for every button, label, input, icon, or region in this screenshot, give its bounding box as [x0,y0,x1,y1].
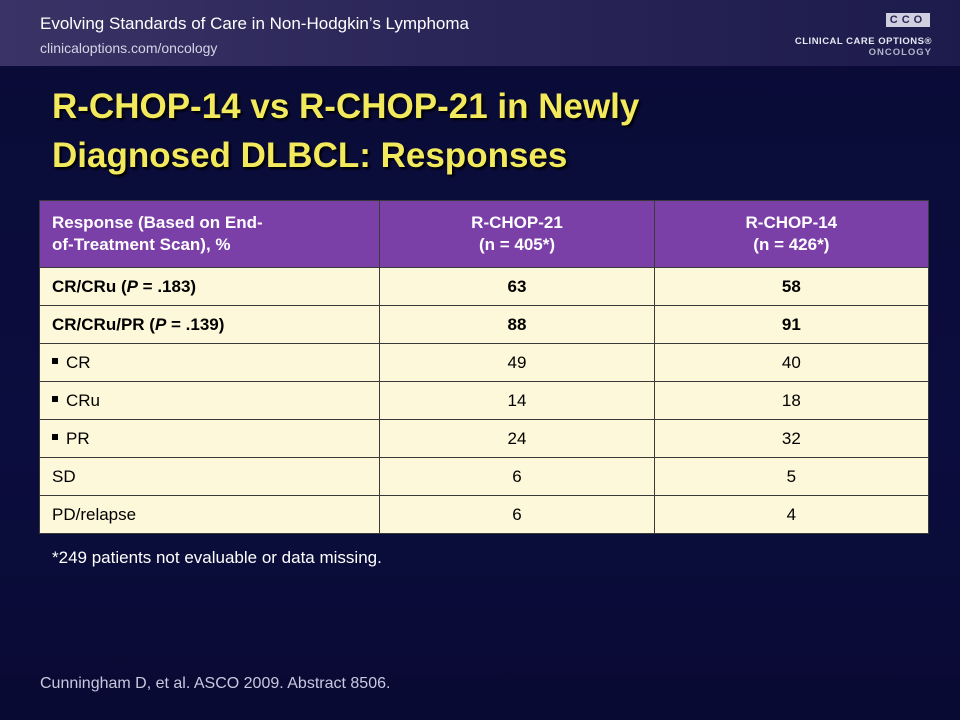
header-cell-response-line1: Response (Based on End- [52,213,263,232]
cell-rchop14: 40 [653,343,930,382]
table-row: CRu 14 18 [38,381,930,420]
row-label-text: CRu [66,390,101,410]
row-label: CR/CRu (P = .183) [38,267,381,306]
row-label-p: P [126,276,138,296]
header-url: clinicaloptions.com/oncology [40,40,218,56]
table-header-row: Response (Based on End- of-Treatment Sca… [38,200,930,268]
citation: Cunningham D, et al. ASCO 2009. Abstract… [40,675,391,692]
footnote: *249 patients not evaluable or data miss… [52,548,382,567]
cell-rchop21: 6 [379,495,655,534]
header-cell-response-line2: of-Treatment Scan), % [52,235,231,254]
row-label: CRu [38,381,381,420]
header-cell-rchop14-line2: (n = 426*) [753,235,830,254]
header-cell-rchop14-line1: R-CHOP-14 [745,213,838,232]
row-label-p: P [154,314,167,334]
header-cell-response: Response (Based on End- of-Treatment Sca… [38,200,381,268]
cell-rchop21: 14 [379,381,655,420]
logo-line2: ONCOLOGY [868,47,932,58]
cell-rchop21: 63 [379,267,655,306]
slide-title: R-CHOP-14 vs R-CHOP-21 in Newly Diagnose… [52,82,912,180]
row-label-pre: CR/CRu ( [52,276,127,296]
row-label-text: CR [66,352,91,372]
slide-title-line1: R-CHOP-14 vs R-CHOP-21 in Newly [52,87,640,126]
table-row: SD 6 5 [38,457,930,496]
cell-rchop14: 5 [653,457,930,496]
square-bullet-icon [52,396,58,403]
cell-rchop14: 4 [653,495,930,534]
row-label: CR [38,343,381,382]
cell-rchop21: 49 [379,343,655,382]
row-label-pre: CR/CRu/PR ( [52,314,155,334]
table-row: CR/CRu (P = .183) 63 58 [38,267,930,306]
row-label-text: PR [66,428,90,448]
square-bullet-icon [52,358,58,365]
cco-logo: CCO CLINICAL CARE OPTIONS® ONCOLOGY [782,10,932,60]
header-title: Evolving Standards of Care in Non-Hodgki… [40,14,470,33]
square-bullet-icon [52,434,58,441]
row-label: PD/relapse [38,495,381,534]
cco-logo-mark: CCO [886,13,930,27]
logo-line1: CLINICAL CARE OPTIONS® [794,36,932,47]
table-row: CR 49 40 [38,343,930,382]
row-label: PR [38,419,381,458]
cell-rchop14: 32 [653,419,930,458]
header-cell-rchop21-line2: (n = 405*) [478,235,556,254]
table-row: PD/relapse 6 4 [38,495,930,534]
row-label: CR/CRu/PR (P = .139) [38,305,381,344]
table-row: PR 24 32 [38,419,930,458]
cell-rchop14: 58 [653,267,930,306]
table-row: CR/CRu/PR (P = .139) 88 91 [38,305,930,344]
row-label: SD [38,457,381,496]
responses-table: Response (Based on End- of-Treatment Sca… [38,200,930,534]
row-label-post: = .183) [137,276,197,296]
cell-rchop21: 6 [379,457,655,496]
slide-title-line2: Diagnosed DLBCL: Responses [52,136,568,175]
header-band: Evolving Standards of Care in Non-Hodgki… [0,0,960,66]
cell-rchop21: 24 [379,419,655,458]
cell-rchop14: 18 [653,381,930,420]
cell-rchop21: 88 [379,305,655,344]
cell-rchop14: 91 [653,305,930,344]
row-label-post: = .139) [166,314,225,334]
header-cell-rchop21: R-CHOP-21 (n = 405*) [379,200,655,268]
header-cell-rchop14: R-CHOP-14 (n = 426*) [653,200,930,268]
header-cell-rchop21-line1: R-CHOP-21 [471,213,563,232]
